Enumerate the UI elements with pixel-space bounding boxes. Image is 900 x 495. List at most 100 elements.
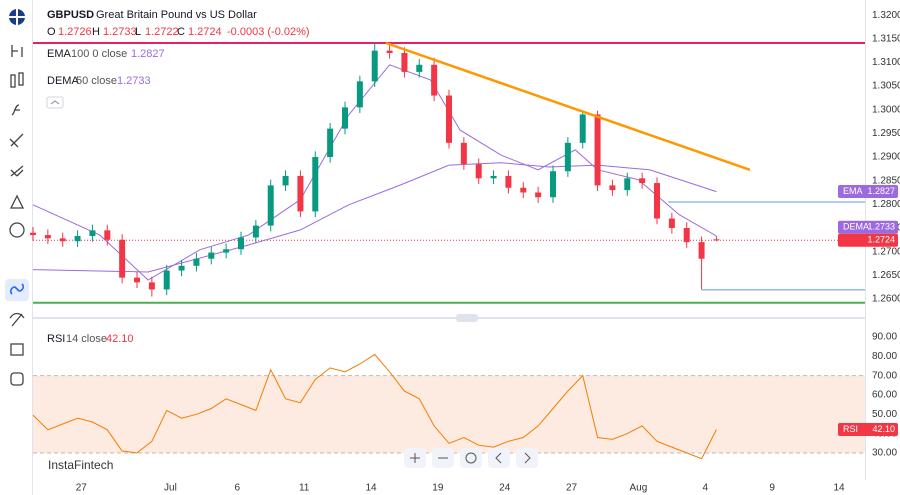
candle-body — [416, 64, 423, 72]
y-tick-label: 30.00 — [872, 448, 897, 459]
candle-body — [163, 270, 170, 290]
close-value: 1.2724 — [188, 26, 222, 38]
candle-body — [431, 64, 438, 96]
candle-body — [134, 277, 140, 283]
tool-brush[interactable] — [9, 194, 25, 209]
candle-body — [386, 50, 393, 53]
flag-cross — [9, 9, 25, 25]
candle-body — [267, 185, 274, 226]
navigation — [404, 448, 538, 468]
candle-body — [208, 252, 215, 259]
candle-body — [356, 81, 363, 108]
tool-hide[interactable] — [9, 312, 25, 327]
candle-body — [639, 178, 646, 184]
tool-candles-2[interactable] — [18, 72, 24, 86]
zoom-in-icon — [410, 453, 420, 463]
x-tick-label: 14 — [365, 483, 377, 494]
reset[interactable] — [460, 448, 482, 468]
tool-fx[interactable] — [11, 104, 20, 116]
toolbar — [5, 0, 33, 495]
candle-body — [401, 52, 408, 72]
candle-body — [59, 238, 66, 242]
x-tick-label: 9 — [769, 483, 775, 494]
candle-body — [579, 114, 586, 143]
candle-body — [564, 142, 571, 172]
collapse-button[interactable] — [46, 96, 64, 109]
reset-icon — [465, 452, 477, 464]
rsi-params: 14 close — [66, 333, 107, 345]
y-tick-label: 1.2850 — [872, 175, 900, 186]
price-tag: 1.2724 — [867, 235, 895, 245]
x-tick-label: 14 — [833, 483, 845, 494]
symbol: GBPUSD — [47, 9, 94, 21]
indicator-name: EMA — [47, 48, 72, 60]
candle-body — [30, 232, 36, 236]
y-tick-label: 1.3100 — [872, 57, 900, 68]
tool-emoji[interactable] — [9, 222, 25, 238]
x-tick-label: 24 — [499, 483, 511, 494]
ohlc-label: O — [47, 26, 56, 38]
x-tick-label: 27 — [76, 483, 88, 494]
candle-body — [624, 178, 631, 191]
rsi-tag: 42.10 — [872, 424, 895, 434]
scroll-right[interactable] — [516, 448, 538, 468]
tool-magnet[interactable] — [9, 283, 25, 295]
rsi-value: 42.10 — [106, 333, 134, 345]
x-tick-label: 4 — [703, 483, 709, 494]
candle-body — [698, 242, 705, 259]
watermark: InstaFintech — [48, 458, 113, 472]
indicator-params: 50 close — [76, 75, 117, 87]
tool-trash[interactable] — [10, 343, 24, 356]
candle-body — [252, 225, 259, 238]
tool-fib[interactable] — [10, 165, 24, 177]
candle-body — [609, 185, 616, 191]
candle-body — [238, 237, 244, 250]
candle-body — [535, 192, 542, 198]
candle-body — [327, 128, 334, 158]
y-tick-label: 1.2700 — [872, 246, 900, 257]
y-tick-label: 1.2800 — [872, 199, 900, 210]
tool-crosshair[interactable] — [11, 45, 23, 57]
candle-body — [148, 282, 155, 290]
high-value: 1.2733 — [103, 26, 137, 38]
rsi-tag-bg — [838, 423, 898, 437]
change: -0.0003 (-0.02%) — [227, 26, 310, 38]
candle-body — [475, 164, 482, 179]
candle-body — [654, 183, 660, 219]
candle-body — [297, 175, 304, 212]
indicator-line — [32, 64, 717, 281]
x-tick-label: 19 — [432, 483, 444, 494]
candle-body — [119, 239, 126, 278]
price-tag: 1.2827 — [867, 186, 895, 196]
candle-body — [178, 265, 185, 271]
tool-screenshot[interactable] — [10, 372, 24, 386]
ohlc-label: L — [135, 26, 141, 38]
x-tick-label: 11 — [299, 483, 310, 494]
tool-lines[interactable] — [9, 133, 24, 148]
y-tick-label: 1.3050 — [872, 81, 900, 92]
scroll-left[interactable] — [488, 448, 510, 468]
pane-handle[interactable] — [456, 314, 478, 322]
ohlc-label: C — [177, 26, 185, 38]
candle-body — [460, 142, 467, 165]
y-tick-label: 50.00 — [872, 409, 897, 420]
candle-body — [446, 95, 452, 143]
candle-body — [104, 230, 111, 240]
price-tag-bg — [838, 220, 898, 234]
indicator-value: 1.2733 — [117, 75, 151, 87]
y-tick-label: 1.3000 — [872, 104, 900, 115]
rsi-tag: RSI — [843, 424, 858, 434]
candle-body — [312, 157, 319, 212]
y-tick-label: 70.00 — [872, 370, 897, 381]
tool-candles[interactable] — [10, 74, 16, 88]
low-value: 1.2722 — [145, 26, 179, 38]
y-tick-label: 1.2600 — [872, 294, 900, 305]
scroll-left-icon — [495, 452, 502, 464]
indicator-line — [32, 162, 717, 273]
scroll-right-icon — [524, 452, 531, 464]
y-tick-label: 60.00 — [872, 390, 897, 401]
y-tick-label: 90.00 — [872, 332, 897, 343]
indicator-value: 1.2827 — [131, 48, 165, 60]
y-tick-label: 80.00 — [872, 351, 897, 362]
price-tag: 1.2733 — [867, 222, 895, 232]
